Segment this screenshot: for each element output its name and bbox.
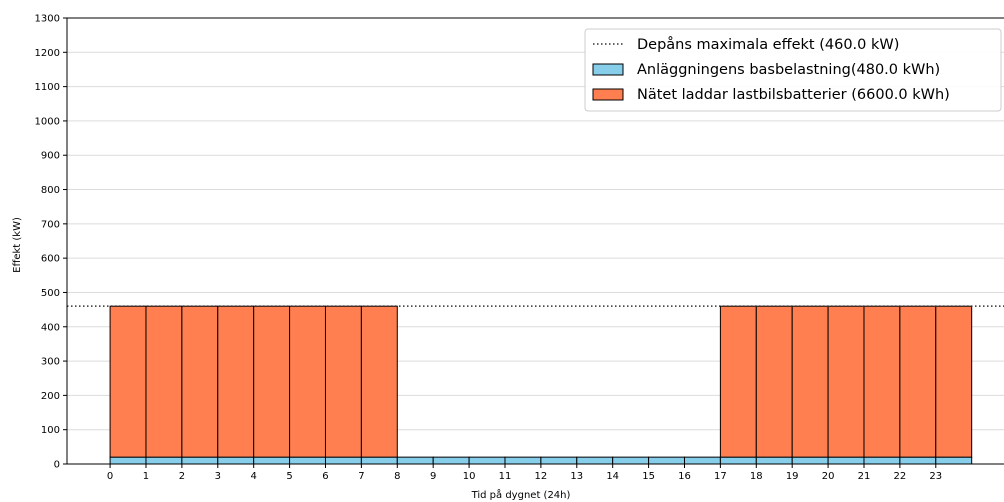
y-tick-label: 300 <box>41 357 60 368</box>
bar-truck-charging-3 <box>217 305 255 458</box>
x-tick-label: 20 <box>822 471 835 482</box>
bar-truck-charging-1 <box>145 305 183 458</box>
bar-base-load-19 <box>791 456 829 465</box>
bar-base-load-13 <box>576 456 614 465</box>
bar-truck-charging-18 <box>755 305 793 458</box>
bar-base-load-22 <box>899 456 937 465</box>
y-tick-label: 500 <box>41 288 60 299</box>
bar-base-load-5 <box>289 456 326 465</box>
x-tick-label: 7 <box>358 471 364 482</box>
x-tick-label: 13 <box>570 471 583 482</box>
bar-truck-charging-22 <box>899 305 937 458</box>
y-tick-label: 100 <box>41 425 60 436</box>
y-tick-label: 200 <box>41 391 60 402</box>
bar-truck-charging-19 <box>791 305 829 458</box>
bar-truck-charging-21 <box>863 305 901 458</box>
bar-truck-charging-2 <box>181 305 219 458</box>
x-tick-label: 18 <box>750 471 763 482</box>
legend: Depåns maximala effekt (460.0 kW) Anläggn… <box>584 28 1002 112</box>
y-tick-label: 1100 <box>35 82 60 93</box>
y-tick-label: 900 <box>41 151 60 162</box>
x-tick-label: 22 <box>894 471 907 482</box>
bar-base-load-1 <box>145 456 183 465</box>
bar-base-load-6 <box>324 456 362 465</box>
legend-box <box>584 28 1002 112</box>
bars-layer <box>109 305 973 465</box>
bar-base-load-10 <box>468 456 506 465</box>
x-tick-label: 0 <box>107 471 113 482</box>
bar-truck-charging-7 <box>360 305 398 458</box>
x-tick-label: 23 <box>929 471 942 482</box>
legend-label: Nätet laddar lastbilsbatterier (6600.0 k… <box>637 87 950 103</box>
bar-truck-charging-5 <box>289 305 326 458</box>
y-tick-label: 400 <box>41 322 60 333</box>
bar-base-load-2 <box>181 456 219 465</box>
bar-base-load-16 <box>683 456 721 465</box>
y-tick-label: 800 <box>41 185 60 196</box>
y-tick-label: 1300 <box>35 14 60 25</box>
x-tick-label: 8 <box>394 471 400 482</box>
x-tick-label: 6 <box>322 471 328 482</box>
legend-label: Anläggningens basbelastning(480.0 kWh) <box>637 62 940 78</box>
bar-base-load-15 <box>648 456 685 465</box>
y-tick-label: 600 <box>41 254 60 265</box>
x-tick-label: 11 <box>499 471 512 482</box>
x-tick-label: 16 <box>678 471 691 482</box>
x-tick-label: 1 <box>143 471 149 482</box>
x-tick-label: 17 <box>714 471 727 482</box>
bar-base-load-0 <box>109 456 147 465</box>
bar-base-load-11 <box>504 456 542 465</box>
bar-truck-charging-6 <box>324 305 362 458</box>
y-tick-label: 1000 <box>35 116 60 127</box>
legend-entry: Nätet laddar lastbilsbatterier (6600.0 k… <box>592 87 950 103</box>
x-tick-label: 2 <box>179 471 185 482</box>
bar-base-load-4 <box>253 456 291 465</box>
x-tick-label: 19 <box>786 471 799 482</box>
x-tick-label: 21 <box>858 471 871 482</box>
bar-truck-charging-20 <box>827 305 865 458</box>
x-tick-label: 15 <box>642 471 655 482</box>
bar-base-load-21 <box>863 456 901 465</box>
bar-base-load-7 <box>360 456 398 465</box>
bar-base-load-3 <box>217 456 255 465</box>
y-tick-label: 1200 <box>35 48 60 59</box>
x-tick-label: 12 <box>535 471 548 482</box>
x-axis-label: Tid på dygnet (24h) <box>471 488 571 501</box>
legend-entry: Anläggningens basbelastning(480.0 kWh) <box>592 62 940 78</box>
x-tick-label: 10 <box>463 471 476 482</box>
bar-base-load-12 <box>540 456 578 465</box>
legend-patch-swatch <box>592 88 624 101</box>
bar-truck-charging-23 <box>935 305 973 458</box>
legend-patch-swatch <box>592 63 624 76</box>
bar-truck-charging-0 <box>109 305 147 458</box>
bar-base-load-18 <box>755 456 793 465</box>
x-tick-label: 3 <box>215 471 221 482</box>
y-axis-label: Effekt (kW) <box>12 217 23 273</box>
legend-entry: Depåns maximala effekt (460.0 kW) <box>593 36 899 53</box>
bar-base-load-14 <box>612 456 650 465</box>
bar-truck-charging-17 <box>719 305 757 458</box>
bar-base-load-23 <box>935 456 973 465</box>
legend-label: Depåns maximala effekt (460.0 kW) <box>637 36 899 53</box>
y-tick-label: 700 <box>41 219 60 230</box>
ticks-layer: 0100200300400500600700800900100011001200… <box>35 14 943 483</box>
bar-base-load-9 <box>432 456 470 465</box>
bar-base-load-20 <box>827 456 865 465</box>
x-tick-label: 9 <box>430 471 436 482</box>
bar-base-load-8 <box>396 456 434 465</box>
y-tick-label: 0 <box>54 460 60 471</box>
x-tick-label: 14 <box>606 471 619 482</box>
x-tick-label: 4 <box>250 471 256 482</box>
bar-truck-charging-4 <box>253 305 291 458</box>
x-tick-label: 5 <box>286 471 292 482</box>
bar-base-load-17 <box>719 456 757 465</box>
axes-layer <box>66 17 1004 465</box>
